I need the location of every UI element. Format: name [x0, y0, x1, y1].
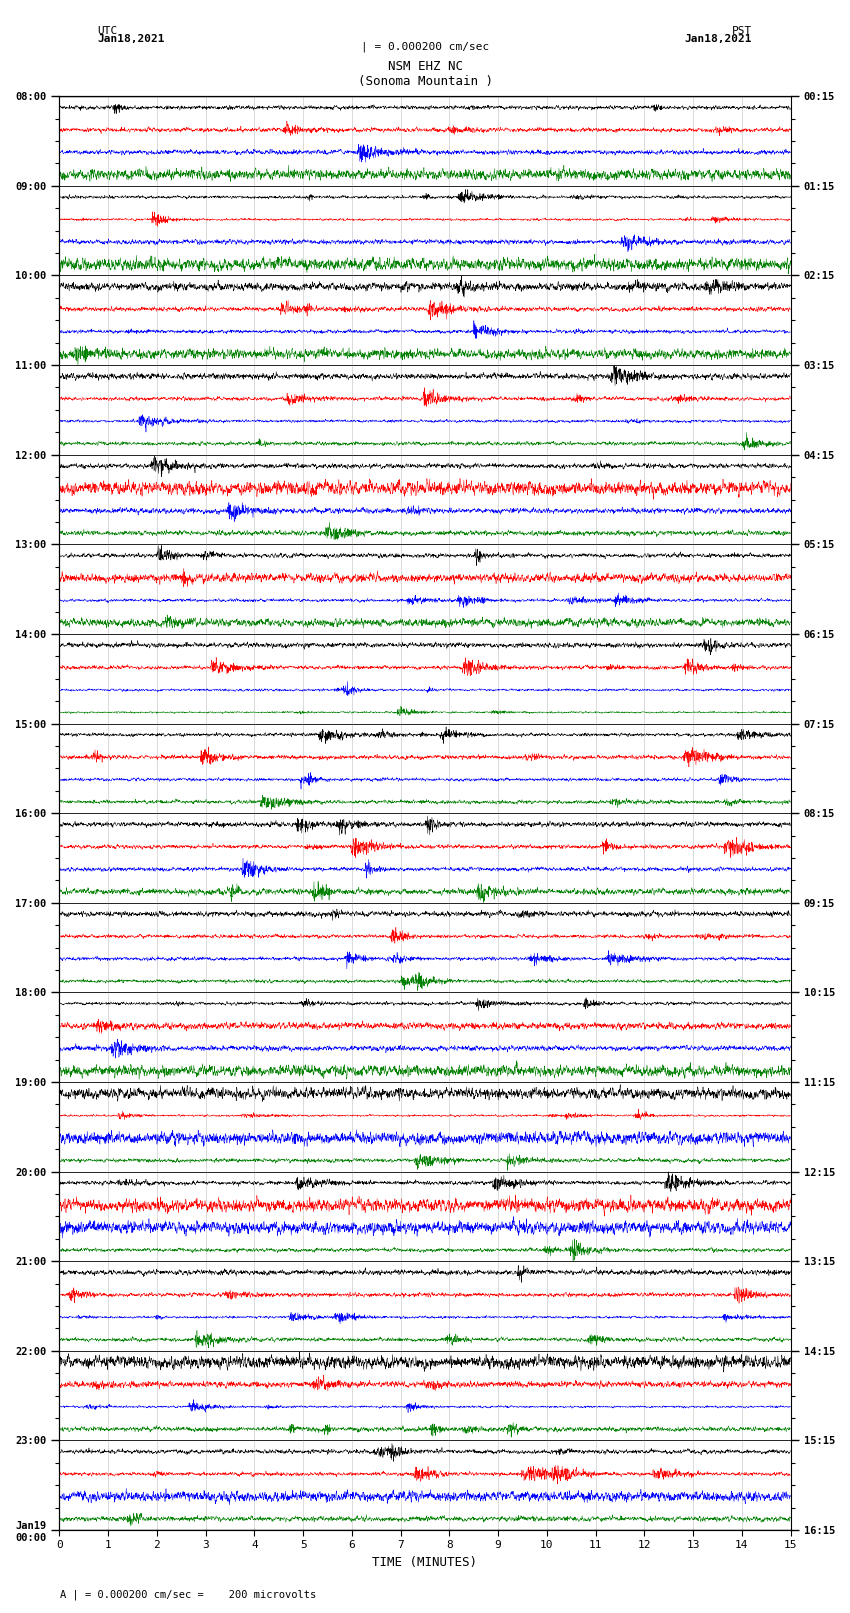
- Text: A | = 0.000200 cm/sec =    200 microvolts: A | = 0.000200 cm/sec = 200 microvolts: [60, 1589, 315, 1600]
- Text: PST: PST: [732, 26, 752, 35]
- Text: UTC: UTC: [98, 26, 118, 35]
- Title: NSM EHZ NC
(Sonoma Mountain ): NSM EHZ NC (Sonoma Mountain ): [358, 60, 492, 89]
- X-axis label: TIME (MINUTES): TIME (MINUTES): [372, 1557, 478, 1569]
- Text: Jan18,2021: Jan18,2021: [685, 34, 752, 44]
- Text: | = 0.000200 cm/sec: | = 0.000200 cm/sec: [361, 42, 489, 53]
- Text: Jan18,2021: Jan18,2021: [98, 34, 165, 44]
